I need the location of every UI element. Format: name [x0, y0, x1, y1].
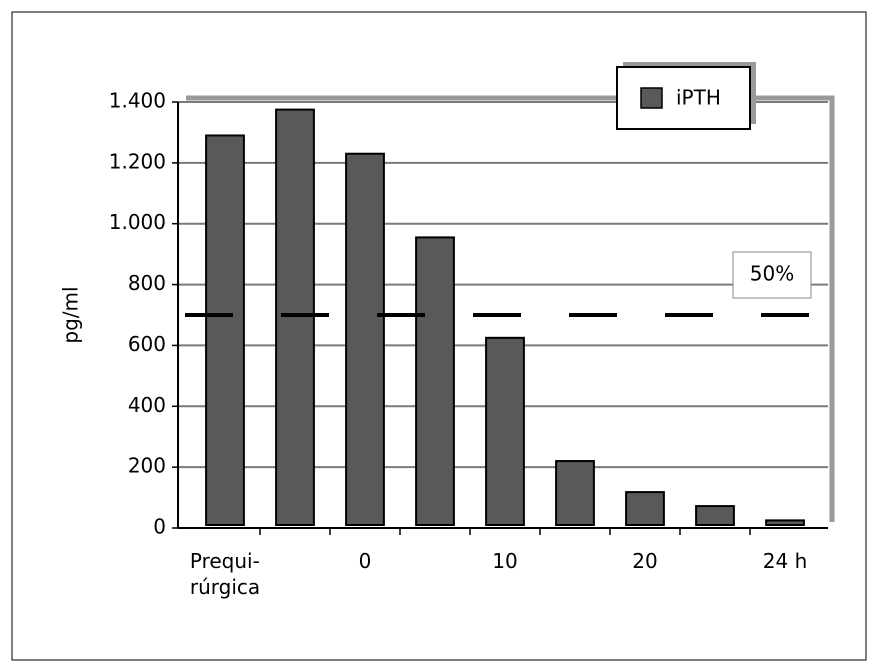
- bar: [205, 134, 245, 526]
- y-axis-label: pg/ml: [59, 286, 83, 343]
- x-tick-label: 10: [492, 549, 518, 573]
- bar: [765, 519, 805, 527]
- y-tick-label: 400: [128, 393, 166, 417]
- plot-shadow: [186, 95, 835, 522]
- x-tick-label: 24 h: [762, 549, 808, 573]
- reference-label: 50%: [750, 262, 794, 286]
- y-tick-label: 1.000: [109, 210, 166, 234]
- bar: [555, 460, 595, 526]
- y-tick-label: 600: [128, 332, 166, 356]
- y-tick-label: 0: [153, 515, 166, 539]
- bar: [415, 236, 455, 527]
- reference-label-box: [732, 251, 812, 299]
- x-tick-label: 20: [632, 549, 658, 573]
- bar: [485, 336, 525, 527]
- legend-label: iPTH: [676, 86, 721, 110]
- y-tick-label: 200: [128, 454, 166, 478]
- x-tick-label: 0: [358, 549, 372, 573]
- bar: [275, 108, 315, 526]
- bar: [695, 505, 735, 527]
- y-tick-label: 1.200: [109, 149, 166, 173]
- y-tick-label: 1.400: [109, 89, 166, 113]
- bar: [625, 491, 665, 527]
- legend-box: [616, 66, 751, 130]
- y-tick-label: 800: [128, 271, 166, 295]
- bar: [345, 152, 385, 526]
- x-tick-label: Prequi- rúrgica: [189, 549, 261, 599]
- legend-swatch: [640, 87, 663, 109]
